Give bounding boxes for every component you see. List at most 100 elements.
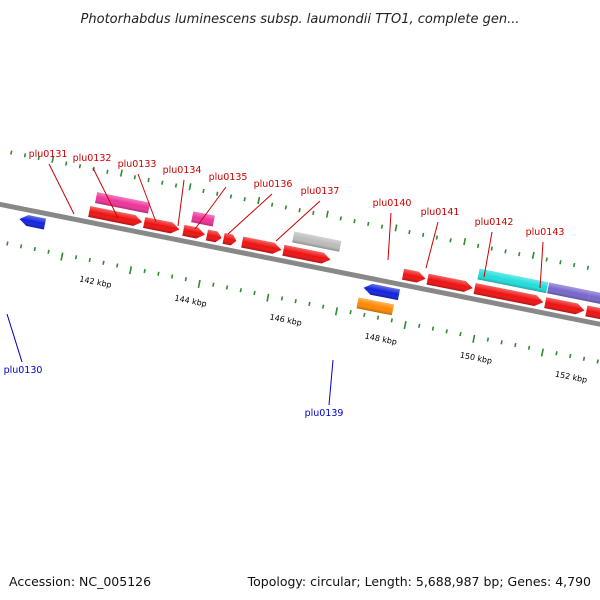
forward-tick xyxy=(559,260,562,265)
reverse-tick xyxy=(596,359,599,364)
reverse-tick xyxy=(390,318,393,323)
forward-tick xyxy=(421,232,425,237)
gene-label-plu0136[interactable]: plu0136 xyxy=(254,179,293,190)
gene-label-plu0137[interactable]: plu0137 xyxy=(301,186,340,197)
reverse-tick xyxy=(88,257,91,263)
gene-label-plu0141[interactable]: plu0141 xyxy=(421,207,460,218)
reverse-tick xyxy=(308,301,311,307)
reverse-tick xyxy=(555,351,558,356)
reverse-tick xyxy=(253,290,256,296)
reverse-tick xyxy=(157,271,160,276)
cds-arrow-shade xyxy=(205,229,222,243)
forward-tick xyxy=(51,155,55,163)
forward-tick xyxy=(531,251,535,259)
forward-tick xyxy=(147,177,150,183)
forward-tick xyxy=(394,224,398,232)
gene-label-plu0134[interactable]: plu0134 xyxy=(163,165,202,176)
gene-label-plu0133[interactable]: plu0133 xyxy=(118,159,157,170)
forward-tick xyxy=(202,188,205,194)
forward-tick xyxy=(518,251,521,257)
cds-arrow-shade xyxy=(88,206,143,226)
forward-tick xyxy=(161,180,164,185)
reverse-tick xyxy=(472,334,476,343)
gene-label-plu0132[interactable]: plu0132 xyxy=(73,153,112,164)
gene-label-leader xyxy=(48,163,75,215)
reverse-tick xyxy=(74,255,78,260)
reverse-cds-arrow-shade xyxy=(363,283,401,301)
map-track-group: 142 kbp 144 kbp 146 kbp 148 kbp 150 kbp 152 k… xyxy=(0,150,600,385)
forward-tick xyxy=(339,216,342,221)
reverse-tick xyxy=(225,285,229,290)
reverse-tick xyxy=(349,310,352,315)
reverse-tick xyxy=(431,326,435,331)
reverse-tick xyxy=(184,277,188,282)
gene-label-leader xyxy=(425,221,439,269)
reverse-tick xyxy=(294,299,297,304)
forward-tick xyxy=(476,243,480,248)
gene-label-leader xyxy=(92,167,119,219)
forward-tick xyxy=(133,175,137,180)
reverse-tick xyxy=(6,241,9,246)
pink-feature-bar-shade xyxy=(95,192,151,214)
forward-tick xyxy=(312,210,315,216)
forward-tick xyxy=(23,153,27,158)
gene-label-leader xyxy=(328,359,334,406)
label-leaders xyxy=(6,163,544,406)
forward-tick xyxy=(586,265,590,270)
gene-label-leader xyxy=(194,186,227,230)
forward-tick xyxy=(216,191,219,196)
cds-arrow-shade xyxy=(473,283,544,307)
gene-label-plu0142[interactable]: plu0142 xyxy=(475,217,514,228)
gene-labels: plu0131 plu0132 plu0133 plu0134 plu0135 plu01… xyxy=(4,149,565,419)
forward-tick xyxy=(284,205,288,210)
cds-arrow-shade xyxy=(241,236,282,254)
accession-text: Accession: NC_005126 xyxy=(9,574,151,589)
cds-arrow-shade xyxy=(282,244,331,264)
reverse-tick xyxy=(128,266,133,275)
gene-label-leader xyxy=(387,212,392,261)
cds-arrow-shade xyxy=(222,232,237,246)
forward-tick xyxy=(65,161,68,166)
gene-label-leader xyxy=(177,179,185,227)
reverse-tick xyxy=(266,293,270,302)
reverse-tick xyxy=(197,279,201,289)
forward-tick xyxy=(229,194,233,199)
reverse-tick-row xyxy=(6,241,599,364)
reverse-tick xyxy=(47,249,50,254)
kbp-label: 152 kbp xyxy=(554,370,588,385)
forward-tick xyxy=(257,196,261,205)
forward-tick xyxy=(78,164,82,169)
forward-tick xyxy=(243,197,246,202)
map-title: Photorhabdus luminescens subsp. laumondi… xyxy=(81,12,520,27)
reverse-tick xyxy=(280,296,284,301)
kbp-label: 148 kbp xyxy=(364,332,398,347)
forward-tick xyxy=(106,169,109,174)
reverse-tick xyxy=(334,307,339,316)
gene-label-plu0140[interactable]: plu0140 xyxy=(373,198,412,209)
gene-label-plu0135[interactable]: plu0135 xyxy=(209,172,248,183)
forward-tick xyxy=(188,183,192,191)
gene-label-leader xyxy=(539,241,544,289)
purple-feature-bar-shade xyxy=(588,290,600,309)
feature-layer xyxy=(19,192,600,322)
kbp-label: 146 kbp xyxy=(269,312,303,327)
forward-tick xyxy=(572,262,576,268)
reverse-tick xyxy=(321,304,325,309)
forward-tick xyxy=(298,208,301,213)
gene-label-plu0143[interactable]: plu0143 xyxy=(526,227,565,238)
forward-tick xyxy=(353,219,356,224)
forward-tick xyxy=(119,169,123,177)
forward-tick xyxy=(504,249,507,254)
forward-tick xyxy=(174,183,178,188)
gene-label-plu0139[interactable]: plu0139 xyxy=(305,408,344,419)
reverse-tick xyxy=(486,337,490,342)
reverse-tick xyxy=(403,321,407,330)
reverse-tick xyxy=(569,353,572,359)
gene-label-plu0130[interactable]: plu0130 xyxy=(4,365,43,376)
gene-label-plu0131[interactable]: plu0131 xyxy=(29,149,68,160)
forward-tick xyxy=(463,238,467,246)
gene-label-leader xyxy=(6,313,23,363)
reverse-tick xyxy=(170,274,174,279)
gene-label-leader xyxy=(227,193,273,235)
